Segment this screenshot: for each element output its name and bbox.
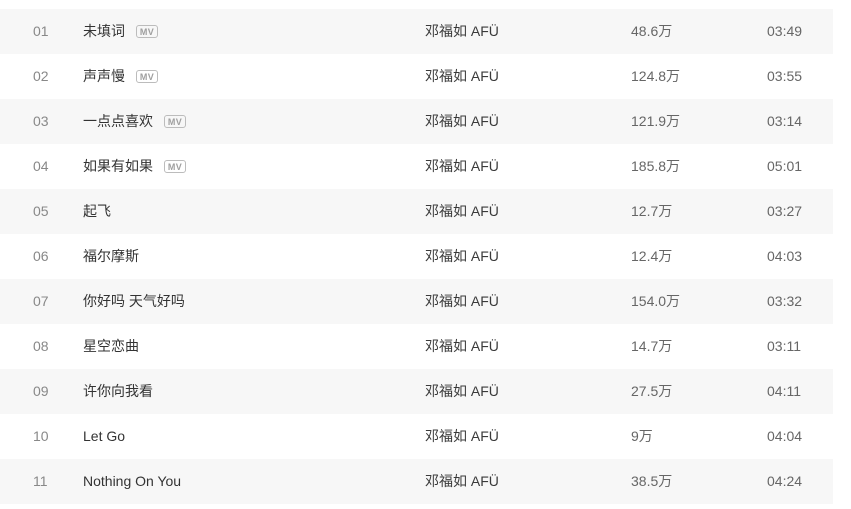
track-title-cell: 起飞	[83, 189, 111, 234]
track-row[interactable]: 06 福尔摩斯 邓福如 AFÜ 12.4万 04:03	[0, 234, 833, 279]
track-title-cell: 未填词 MV	[83, 9, 158, 54]
track-number: 10	[33, 428, 49, 444]
track-number: 06	[33, 248, 49, 264]
track-row[interactable]: 04 如果有如果 MV 邓福如 AFÜ 185.8万 05:01	[0, 144, 833, 189]
track-title[interactable]: 你好吗 天气好吗	[83, 293, 185, 309]
track-row[interactable]: 09 许你向我看 邓福如 AFÜ 27.5万 04:11	[0, 369, 833, 414]
track-title[interactable]: 未填词	[83, 23, 125, 39]
play-count: 9万	[631, 428, 653, 444]
mv-badge[interactable]: MV	[163, 115, 186, 128]
track-duration: 03:32	[767, 293, 803, 309]
track-number: 11	[33, 473, 48, 489]
track-duration: 03:14	[767, 113, 803, 129]
play-count: 121.9万	[631, 113, 681, 129]
track-artist[interactable]: 邓福如 AFÜ	[425, 113, 499, 129]
track-title-cell: 福尔摩斯	[83, 234, 139, 279]
track-title[interactable]: 起飞	[83, 203, 111, 219]
track-artist[interactable]: 邓福如 AFÜ	[425, 68, 499, 84]
track-title[interactable]: 星空恋曲	[83, 338, 139, 354]
mv-badge[interactable]: MV	[135, 25, 158, 38]
track-artist[interactable]: 邓福如 AFÜ	[425, 293, 499, 309]
track-duration: 05:01	[767, 158, 803, 174]
track-artist[interactable]: 邓福如 AFÜ	[425, 203, 499, 219]
track-title[interactable]: 如果有如果	[83, 158, 153, 174]
track-title-cell: 声声慢 MV	[83, 54, 158, 99]
track-row[interactable]: 10 Let Go 邓福如 AFÜ 9万 04:04	[0, 414, 833, 459]
track-title-cell: 一点点喜欢 MV	[83, 99, 186, 144]
track-title-cell: Nothing On You	[83, 459, 181, 504]
play-count: 38.5万	[631, 473, 673, 489]
mv-badge[interactable]: MV	[163, 160, 186, 173]
track-number: 07	[33, 293, 49, 309]
play-count: 185.8万	[631, 158, 681, 174]
track-duration: 03:27	[767, 203, 803, 219]
track-duration: 03:55	[767, 68, 803, 84]
track-artist[interactable]: 邓福如 AFÜ	[425, 23, 499, 39]
play-count: 154.0万	[631, 293, 681, 309]
track-number: 09	[33, 383, 49, 399]
track-title[interactable]: Nothing On You	[83, 473, 182, 489]
mv-badge[interactable]: MV	[135, 70, 158, 83]
play-count: 124.8万	[631, 68, 681, 84]
track-number: 08	[33, 338, 49, 354]
play-count: 14.7万	[631, 338, 673, 354]
play-count: 48.6万	[631, 23, 673, 39]
track-duration: 04:04	[767, 428, 803, 444]
track-title-cell: 如果有如果 MV	[83, 144, 186, 189]
track-title[interactable]: 许你向我看	[83, 383, 153, 399]
track-title[interactable]: 福尔摩斯	[83, 248, 139, 264]
track-duration: 04:11	[767, 383, 801, 399]
track-title-cell: 许你向我看	[83, 369, 153, 414]
track-row[interactable]: 08 星空恋曲 邓福如 AFÜ 14.7万 03:11	[0, 324, 833, 369]
track-row[interactable]: 07 你好吗 天气好吗 邓福如 AFÜ 154.0万 03:32	[0, 279, 833, 324]
track-number: 02	[33, 68, 49, 84]
track-title-cell: 星空恋曲	[83, 324, 139, 369]
track-number: 05	[33, 203, 49, 219]
track-artist[interactable]: 邓福如 AFÜ	[425, 158, 499, 174]
track-number: 04	[33, 158, 49, 174]
track-number: 03	[33, 113, 49, 129]
track-row[interactable]: 11 Nothing On You 邓福如 AFÜ 38.5万 04:24	[0, 459, 833, 504]
track-artist[interactable]: 邓福如 AFÜ	[425, 248, 499, 264]
track-duration: 03:11	[767, 338, 801, 354]
play-count: 12.4万	[631, 248, 673, 264]
track-title[interactable]: 一点点喜欢	[83, 113, 153, 129]
track-title-cell: 你好吗 天气好吗	[83, 279, 185, 324]
track-artist[interactable]: 邓福如 AFÜ	[425, 428, 499, 444]
track-number: 01	[33, 23, 49, 39]
track-title-cell: Let Go	[83, 414, 125, 459]
track-row[interactable]: 01 未填词 MV 邓福如 AFÜ 48.6万 03:49	[0, 9, 833, 54]
track-title[interactable]: Let Go	[83, 428, 126, 444]
track-row[interactable]: 05 起飞 邓福如 AFÜ 12.7万 03:27	[0, 189, 833, 234]
track-title[interactable]: 声声慢	[83, 68, 125, 84]
play-count: 27.5万	[631, 383, 673, 399]
track-artist[interactable]: 邓福如 AFÜ	[425, 338, 499, 354]
track-duration: 04:03	[767, 248, 803, 264]
play-count: 12.7万	[631, 203, 673, 219]
track-row[interactable]: 02 声声慢 MV 邓福如 AFÜ 124.8万 03:55	[0, 54, 833, 99]
track-artist[interactable]: 邓福如 AFÜ	[425, 473, 499, 489]
track-row[interactable]: 03 一点点喜欢 MV 邓福如 AFÜ 121.9万 03:14	[0, 99, 833, 144]
track-duration: 03:49	[767, 23, 803, 39]
track-duration: 04:24	[767, 473, 803, 489]
track-artist[interactable]: 邓福如 AFÜ	[425, 383, 499, 399]
